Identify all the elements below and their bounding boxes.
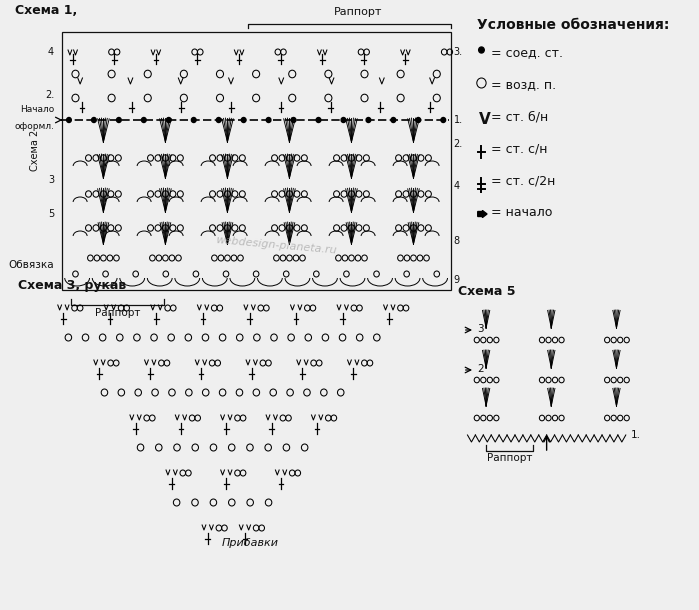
Text: Раппорт: Раппорт <box>334 7 383 17</box>
Text: 8: 8 <box>454 236 460 246</box>
Text: Раппорт: Раппорт <box>487 453 532 463</box>
Circle shape <box>479 47 484 53</box>
Circle shape <box>416 118 421 123</box>
Circle shape <box>166 118 171 123</box>
Text: = ст. с/2н: = ст. с/2н <box>491 174 555 187</box>
Text: 3.: 3. <box>454 47 463 57</box>
Text: Прибавки: Прибавки <box>222 538 279 548</box>
Circle shape <box>241 118 246 123</box>
Circle shape <box>217 118 221 123</box>
Text: Начало: Начало <box>20 105 54 114</box>
Text: 2.: 2. <box>454 139 463 149</box>
FancyArrow shape <box>477 210 487 218</box>
Text: Схема 3, рукав: Схема 3, рукав <box>17 279 126 292</box>
Circle shape <box>266 118 271 123</box>
Text: 3: 3 <box>48 175 54 185</box>
Text: V: V <box>479 112 491 127</box>
Text: 4: 4 <box>48 47 54 57</box>
Text: 1.: 1. <box>454 115 463 125</box>
Text: оформл.: оформл. <box>14 122 54 131</box>
Circle shape <box>366 118 370 123</box>
Text: 1.: 1. <box>630 430 640 440</box>
Text: Схема 1,: Схема 1, <box>15 4 77 17</box>
Text: = соед. ст.: = соед. ст. <box>491 46 563 59</box>
Circle shape <box>291 118 296 123</box>
Circle shape <box>441 118 445 123</box>
Text: Схема 2: Схема 2 <box>31 129 41 171</box>
Circle shape <box>117 118 121 123</box>
Bar <box>62 32 451 290</box>
Text: = возд. п.: = возд. п. <box>491 78 556 91</box>
Text: Раппорт: Раппорт <box>94 308 140 318</box>
Text: = ст. б/н: = ст. б/н <box>491 110 548 123</box>
Text: 3: 3 <box>477 324 484 334</box>
Circle shape <box>66 118 71 123</box>
Text: 4: 4 <box>454 181 460 191</box>
Text: Схема 5: Схема 5 <box>458 285 516 298</box>
Circle shape <box>92 118 96 123</box>
Circle shape <box>141 118 146 123</box>
Text: 9: 9 <box>454 275 460 285</box>
Circle shape <box>341 118 346 123</box>
Text: 2.: 2. <box>45 90 54 100</box>
Circle shape <box>316 118 321 123</box>
Text: Условные обозначения:: Условные обозначения: <box>477 18 669 32</box>
Text: webdesign-planeta.ru: webdesign-planeta.ru <box>215 235 336 255</box>
Circle shape <box>192 118 196 123</box>
Text: = ст. с/н: = ст. с/н <box>491 142 547 155</box>
Circle shape <box>391 118 396 123</box>
Text: = начало: = начало <box>491 206 552 219</box>
Text: Обвязка: Обвязка <box>8 260 54 270</box>
Text: 5: 5 <box>48 209 54 219</box>
Text: 2: 2 <box>477 364 484 374</box>
